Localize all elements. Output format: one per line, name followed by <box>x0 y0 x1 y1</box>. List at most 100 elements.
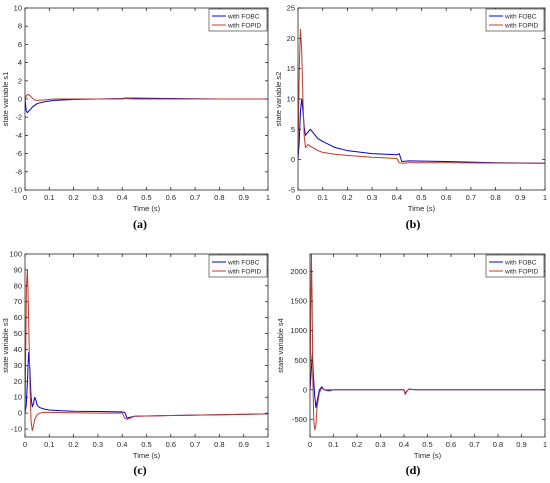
y-tick-label: 2 <box>18 76 22 85</box>
y-tick-label: 8 <box>18 22 22 31</box>
y-tick-label: 100 <box>9 250 22 259</box>
x-tick-label: 0.7 <box>466 193 476 202</box>
y-tick-label: -5 <box>288 186 295 195</box>
y-tick-label: -2 <box>15 113 22 122</box>
plot-area <box>310 254 545 437</box>
legend-entry: with FOPID <box>227 268 262 275</box>
legend-entry: with FOBC <box>227 259 260 266</box>
y-tick-label: -4 <box>15 131 22 140</box>
chart-panel-b: 0 0.1 0.2 0.3 0.4 0.5 0.6 0.7 0.8 0.9 1-5051015202… <box>274 4 547 214</box>
panel-caption-b: (b) <box>406 217 421 231</box>
x-tick-label: 0.3 <box>367 193 377 202</box>
x-tick-label: 0.8 <box>214 440 224 449</box>
x-axis-label: Time (s) <box>408 204 436 213</box>
x-tick-label: 0.7 <box>469 440 479 449</box>
x-tick-label: 0.5 <box>422 440 432 449</box>
x-tick-label: 0.3 <box>375 440 385 449</box>
legend-entry: with FOBC <box>504 13 537 20</box>
x-tick-label: 0.6 <box>441 193 451 202</box>
x-tick-label: 0.6 <box>166 440 176 449</box>
x-tick-label: 0.4 <box>117 193 127 202</box>
series-line-fopid <box>310 254 545 431</box>
y-axis-label: state variable s4 <box>276 318 285 373</box>
y-tick-label: 60 <box>14 313 22 322</box>
series-line-fobc <box>298 98 545 164</box>
x-tick-label: 0.5 <box>416 193 426 202</box>
y-tick-label: -6 <box>15 149 22 158</box>
x-tick-label: 0 <box>308 440 312 449</box>
x-tick-label: 0.8 <box>214 193 224 202</box>
x-tick-label: 0.6 <box>446 440 456 449</box>
y-tick-label: -10 <box>11 186 22 195</box>
x-tick-label: 1 <box>543 193 547 202</box>
legend-entry: with FOBC <box>504 259 537 266</box>
chart-panel-d: 0 0.1 0.2 0.3 0.4 0.5 0.6 0.7 0.8 0.9 1 -500 0 500 100… <box>276 253 547 460</box>
x-tick-label: 0.5 <box>141 193 151 202</box>
chart-panel-a: 0 0.1 0.2 0.3 0.4 0.5 0.6 0.7 0.8 0.9 1 -10 -8 -6 -4 -2… <box>1 4 270 214</box>
y-tick-label: 2000 <box>290 267 307 276</box>
y-tick-label: 40 <box>14 345 22 354</box>
plot-area <box>298 8 545 190</box>
y-tick-label: 0 <box>303 385 307 394</box>
y-tick-label: 500 <box>294 356 307 365</box>
series-line-fopid <box>298 28 545 164</box>
x-tick-label: 0 <box>23 193 27 202</box>
y-tick-label: 15 <box>287 64 295 73</box>
series-line-fopid <box>25 269 268 432</box>
x-tick-label: 0.8 <box>490 193 500 202</box>
x-tick-label: 0 <box>296 193 300 202</box>
y-tick-label: 10 <box>14 4 22 13</box>
y-tick-label: 1500 <box>290 297 307 306</box>
x-tick-label: 0.3 <box>93 440 103 449</box>
x-tick-label: 0.2 <box>68 440 78 449</box>
y-tick-label: 6 <box>18 40 22 49</box>
y-tick-label: 90 <box>14 265 22 274</box>
panel-caption-a: (a) <box>133 217 147 231</box>
y-tick-label: -8 <box>15 167 22 176</box>
x-tick-label: 0.2 <box>68 193 78 202</box>
plot-area <box>25 254 268 437</box>
x-tick-label: 0 <box>23 440 27 449</box>
legend-entry: with FOPID <box>504 268 539 275</box>
x-tick-label: 1 <box>266 440 270 449</box>
y-tick-label: 70 <box>14 297 22 306</box>
y-tick-label: 10 <box>14 393 22 402</box>
x-tick-label: 0.9 <box>515 193 525 202</box>
y-tick-label: 30 <box>14 361 22 370</box>
y-tick-label: 80 <box>14 281 22 290</box>
panel-caption-d: (d) <box>406 463 421 477</box>
x-tick-label: 0.8 <box>493 440 503 449</box>
x-axis-label: Time (s) <box>133 451 161 460</box>
legend-entry: with FOBC <box>227 13 260 20</box>
x-tick-label: 1 <box>543 440 547 449</box>
chart-panel-c: 0 0.1 0.2 0.3 0.4 0.5 0.6 0.7 0.8 0.9 1-1001020304… <box>1 250 270 461</box>
y-tick-label: 25 <box>287 4 295 13</box>
y-tick-label: 10 <box>287 95 295 104</box>
legend-entry: with FOPID <box>504 22 539 29</box>
legend-entry: with FOPID <box>227 22 262 29</box>
x-tick-label: 0.5 <box>141 440 151 449</box>
x-tick-label: 0.4 <box>399 440 409 449</box>
x-tick-label: 0.1 <box>328 440 338 449</box>
panel-caption-c: (c) <box>133 463 146 477</box>
x-tick-label: 0.4 <box>392 193 402 202</box>
y-tick-label: 0 <box>18 95 22 104</box>
x-axis-label: Time (s) <box>414 451 442 460</box>
x-tick-label: 0.9 <box>516 440 526 449</box>
y-tick-label: 20 <box>14 377 22 386</box>
x-tick-label: 0.6 <box>166 193 176 202</box>
y-tick-label: 50 <box>14 329 22 338</box>
x-tick-label: 0.3 <box>93 193 103 202</box>
x-tick-label: 0.7 <box>190 193 200 202</box>
y-tick-label: -500 <box>292 415 307 424</box>
y-tick-label: 4 <box>18 58 22 67</box>
x-tick-label: 0.9 <box>238 440 248 449</box>
y-axis-label: state variable s1 <box>1 72 10 127</box>
x-tick-label: 0.9 <box>238 193 248 202</box>
series-line-fopid <box>25 93 268 101</box>
x-tick-label: 0.1 <box>44 440 54 449</box>
x-tick-label: 0.4 <box>117 440 127 449</box>
y-tick-label: 1000 <box>290 326 307 335</box>
y-tick-label: -10 <box>11 425 22 434</box>
